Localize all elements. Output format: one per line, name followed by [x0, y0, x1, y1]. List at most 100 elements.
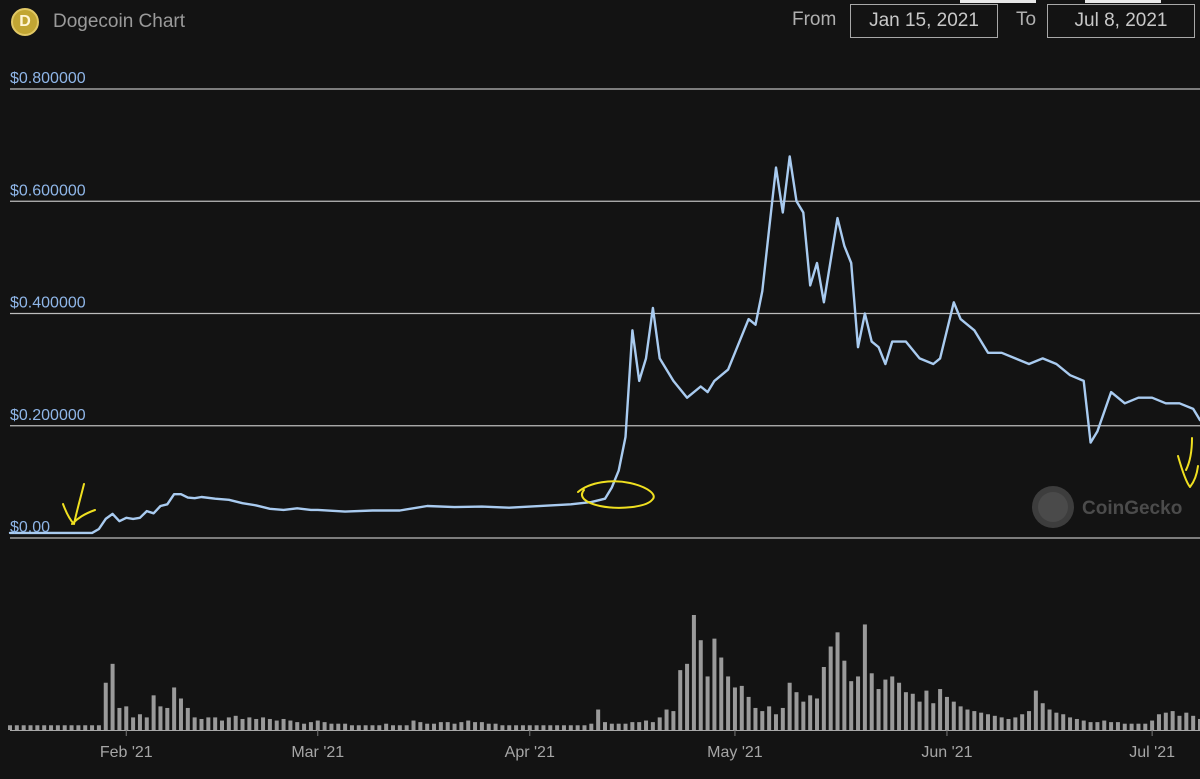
volume-bar	[144, 717, 149, 730]
volume-bar	[336, 723, 341, 730]
volume-bar	[1081, 720, 1086, 730]
volume-bar	[199, 718, 204, 730]
volume-bar	[828, 646, 833, 730]
volume-bar	[753, 707, 758, 730]
volume-bar	[972, 711, 977, 730]
volume-bar	[356, 725, 361, 730]
volume-bar	[856, 676, 861, 730]
volume-bar	[903, 692, 908, 730]
volume-bar	[35, 725, 40, 730]
volume-bar	[1170, 711, 1175, 730]
volume-bar	[425, 723, 430, 730]
volume-bar	[794, 692, 799, 730]
volume-bar	[254, 718, 259, 730]
volume-bar	[596, 709, 601, 730]
price-line-layer	[8, 155, 1200, 535]
volume-bar	[760, 711, 765, 730]
volume-bar	[349, 725, 354, 730]
volume-bar	[1068, 717, 1073, 730]
y-tick-label: $0.00	[10, 519, 50, 536]
volume-bar	[815, 698, 820, 730]
volume-bar	[226, 717, 231, 730]
volume-bar	[96, 725, 101, 730]
x-tick-label: Mar '21	[291, 744, 344, 761]
volume-bar	[1102, 720, 1107, 730]
volume-bar	[842, 660, 847, 730]
volume-bar	[985, 714, 990, 730]
volume-bar	[1109, 722, 1114, 730]
volume-bar	[780, 707, 785, 730]
volume-bar	[466, 720, 471, 730]
volume-bar	[329, 723, 334, 730]
volume-bar	[1184, 712, 1189, 730]
volume-bar	[951, 701, 956, 730]
volume-bar	[944, 696, 949, 730]
y-tick-label: $0.600000	[10, 182, 86, 199]
top-tab-indicator	[1085, 0, 1161, 3]
volume-bar	[14, 725, 19, 730]
y-tick-label: $0.800000	[10, 70, 86, 87]
volume-bar	[178, 698, 183, 730]
volume-bar	[1115, 722, 1120, 730]
volume-bar	[452, 723, 457, 730]
volume-bar	[582, 725, 587, 730]
volume-bar	[233, 715, 238, 730]
logo-letter: D	[19, 13, 31, 30]
volume-bar	[445, 722, 450, 730]
volume-bar	[213, 717, 218, 730]
volume-bar	[603, 722, 607, 730]
volume-bar	[315, 720, 320, 730]
volume-bar	[1061, 714, 1066, 730]
volume-bar	[103, 682, 108, 730]
volume-bar	[384, 723, 389, 730]
volume-bar	[732, 687, 737, 730]
volume-bar	[117, 707, 122, 730]
volume-bar	[479, 722, 484, 730]
volume-bar	[1122, 723, 1127, 730]
x-tick-label: Apr '21	[505, 744, 555, 761]
volume-bar	[534, 725, 539, 730]
volume-bar	[657, 717, 662, 730]
volume-bar	[165, 707, 170, 730]
grid-layer	[10, 88, 1200, 731]
volume-bar	[992, 715, 997, 730]
volume-bar	[862, 624, 867, 730]
chart-title: Dogecoin Chart	[53, 11, 186, 32]
volume-bar	[1143, 723, 1148, 730]
from-date-input[interactable]: Jan 15, 2021	[850, 4, 998, 38]
volume-bar	[644, 720, 649, 730]
volume-bar	[411, 720, 416, 730]
volume-bar	[924, 690, 929, 730]
volume-bar	[473, 722, 478, 730]
volume-bar	[1191, 715, 1196, 730]
volume-bar	[883, 679, 888, 730]
x-tick-label: May '21	[707, 744, 763, 761]
volume-bar	[76, 725, 81, 730]
volume-bar	[21, 725, 26, 730]
coingecko-logo-inner	[1038, 492, 1068, 522]
annotation-arrow-start	[62, 483, 96, 525]
volume-bar	[1095, 722, 1100, 730]
volume-bar	[691, 615, 696, 730]
volume-bar	[124, 706, 129, 730]
volume-bar	[1163, 712, 1168, 730]
dogecoin-logo-icon: D	[11, 8, 39, 36]
volume-bar	[90, 725, 95, 730]
volume-bar	[192, 717, 197, 730]
volume-bar	[1074, 718, 1079, 730]
volume-bar	[42, 725, 47, 730]
x-tick-label: Jun '21	[921, 744, 972, 761]
to-date-input[interactable]: Jul 8, 2021	[1047, 4, 1195, 38]
volume-bar	[555, 725, 560, 730]
volume-bar	[650, 722, 655, 730]
volume-bar	[979, 712, 984, 730]
volume-bar	[302, 723, 307, 730]
top-tab-indicator	[960, 0, 1036, 3]
volume-bar	[726, 676, 731, 730]
volume-bar	[83, 725, 88, 730]
volume-bar	[568, 725, 573, 730]
volume-bar	[1129, 723, 1134, 730]
volume-bar	[1177, 715, 1182, 730]
volume-bar	[438, 722, 443, 730]
